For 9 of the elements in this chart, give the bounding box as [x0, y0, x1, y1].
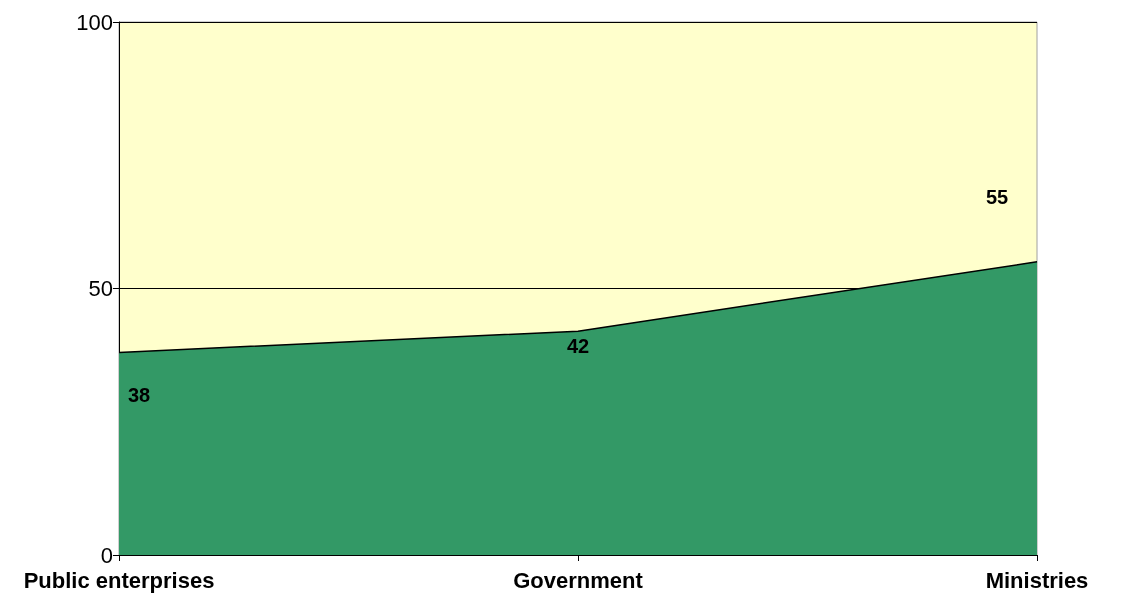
x-tick-label: Ministries — [985, 567, 1089, 593]
x-tick-label: Public enterprises — [23, 567, 215, 593]
data-label: 42 — [566, 335, 590, 358]
y-tick-label: 0 — [100, 542, 113, 568]
y-tick-label: 50 — [88, 276, 113, 301]
y-tick-label: 100 — [76, 9, 113, 35]
x-tick-label: Government — [513, 567, 644, 593]
data-label: 55 — [985, 185, 1009, 208]
data-label: 38 — [127, 384, 151, 407]
